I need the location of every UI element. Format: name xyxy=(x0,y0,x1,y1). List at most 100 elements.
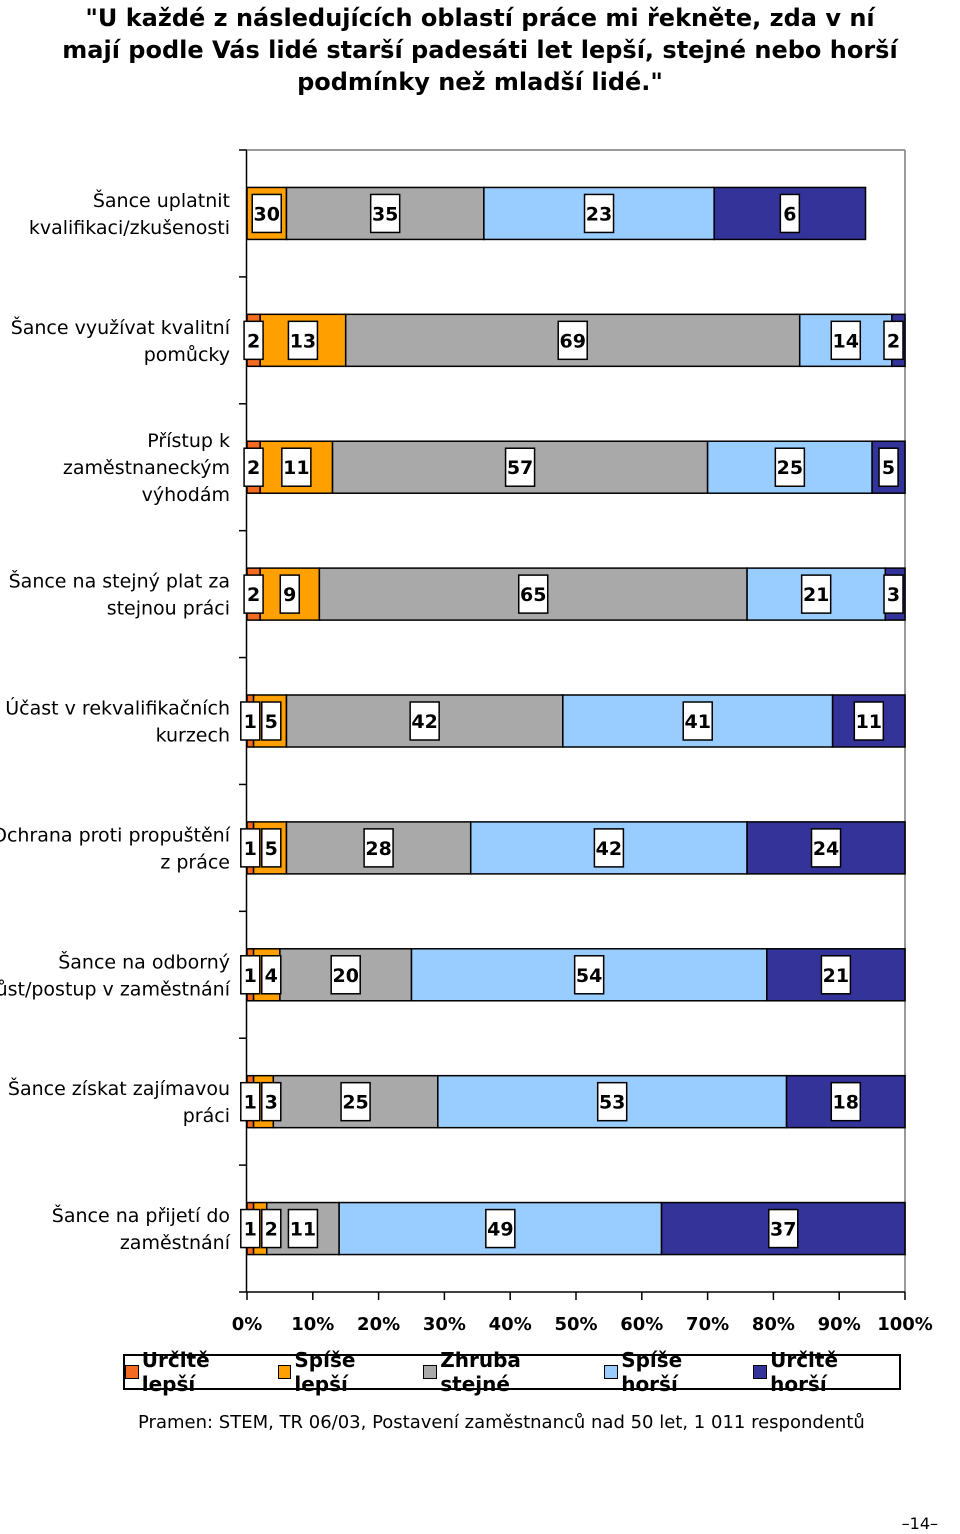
data-label-box xyxy=(330,955,361,995)
data-label-box xyxy=(779,193,801,234)
data-label-box xyxy=(883,320,904,361)
data-label-box xyxy=(409,701,440,741)
data-label-box xyxy=(485,1208,516,1249)
category-label: Účast v rekvalifikačních kurzech xyxy=(5,696,230,747)
data-label-box xyxy=(768,1208,799,1249)
data-label-box xyxy=(682,701,713,741)
data-label: 3 xyxy=(887,584,900,606)
legend-label: Zhruba stejné xyxy=(440,1348,521,1396)
data-label: 57 xyxy=(507,457,533,479)
x-tick-label: 50% xyxy=(554,1314,597,1335)
data-label-box xyxy=(369,193,401,234)
data-label: 1 xyxy=(244,1092,257,1114)
data-label: 30 xyxy=(254,203,280,225)
x-tick-label: 100% xyxy=(877,1314,933,1335)
data-label: 4 xyxy=(265,965,278,987)
data-label-box xyxy=(261,1208,282,1249)
data-label-box xyxy=(810,828,842,868)
data-label-box xyxy=(261,955,282,995)
data-label-box xyxy=(240,955,261,995)
data-label-box xyxy=(878,447,899,487)
data-label: 2 xyxy=(247,457,260,479)
category-label: Přístup k zaměstnaneckým výhodám xyxy=(63,430,230,506)
category-label: Šance využívat kvalitní pomůcky xyxy=(11,315,231,366)
data-label-box xyxy=(240,1081,261,1122)
x-tick-label: 70% xyxy=(686,1314,729,1335)
x-tick-label: 10% xyxy=(291,1314,334,1335)
data-label: 53 xyxy=(599,1092,625,1114)
data-label-box xyxy=(251,193,282,234)
data-label-box xyxy=(883,574,904,614)
legend-item: Určitě lepší xyxy=(125,1348,268,1396)
legend-label: Spíše lepší xyxy=(294,1348,356,1396)
data-label: 11 xyxy=(283,457,309,479)
data-label: 1 xyxy=(244,711,257,733)
data-label: 11 xyxy=(856,711,882,733)
x-tick-label: 20% xyxy=(357,1314,400,1335)
data-label-box xyxy=(596,1081,628,1122)
data-label: 24 xyxy=(813,838,839,860)
data-label-box xyxy=(243,320,264,361)
data-label: 65 xyxy=(520,584,546,606)
legend-item: Určitě horší xyxy=(753,1348,899,1396)
data-label-box xyxy=(830,320,862,361)
data-label: 1 xyxy=(244,965,257,987)
data-label-box xyxy=(243,574,264,614)
x-tick-label: 90% xyxy=(818,1314,861,1335)
category-label: Ochrana proti propuštění z práce xyxy=(0,824,231,873)
data-label: 6 xyxy=(783,203,796,225)
data-label: 14 xyxy=(833,330,859,352)
legend-item: Spíše lepší xyxy=(277,1348,414,1396)
legend-label: Určitě horší xyxy=(770,1348,839,1396)
category-label: Šance na přijetí do zaměstnání xyxy=(52,1203,231,1254)
data-label-box xyxy=(573,955,605,995)
data-label-box xyxy=(340,1081,371,1122)
data-label-box xyxy=(504,447,536,487)
legend-label: Určitě lepší xyxy=(141,1348,210,1396)
category-label: Šance získat zajímavou práci xyxy=(8,1076,230,1127)
data-label-box xyxy=(279,574,301,614)
x-tick-label: 60% xyxy=(620,1314,663,1335)
data-label-box xyxy=(240,701,261,741)
data-label-box xyxy=(557,320,588,361)
page-number-value: 14 xyxy=(909,1514,930,1533)
data-label: 21 xyxy=(823,965,849,987)
data-label: 9 xyxy=(283,584,296,606)
data-label-box xyxy=(830,1081,862,1122)
data-label-box xyxy=(243,447,264,487)
data-label: 18 xyxy=(833,1092,859,1114)
data-label: 2 xyxy=(887,330,900,352)
data-label: 42 xyxy=(411,711,437,733)
x-tick-label: 0% xyxy=(232,1314,263,1335)
stacked-bar-chart: 0% 10% 20% 30% 40% 50% 60% 70% 80% 90% 100% Šance u… xyxy=(0,149,933,1335)
data-label-box xyxy=(261,1081,282,1122)
page-number: –14– xyxy=(901,1514,938,1533)
data-label: 21 xyxy=(803,584,829,606)
x-tick-label: 30% xyxy=(423,1314,466,1335)
legend-swatch xyxy=(423,1365,438,1379)
data-label: 2 xyxy=(265,1219,278,1241)
data-label: 11 xyxy=(290,1219,316,1241)
legend-swatch xyxy=(277,1365,292,1379)
data-label: 2 xyxy=(247,584,260,606)
data-label-box xyxy=(583,193,615,234)
legend-label: Spíše horší xyxy=(621,1348,683,1396)
legend-swatch xyxy=(125,1365,139,1379)
x-tick-label: 40% xyxy=(489,1314,532,1335)
data-label: 37 xyxy=(770,1219,796,1241)
data-label: 25 xyxy=(342,1092,368,1114)
data-label: 42 xyxy=(596,838,622,860)
data-label: 5 xyxy=(882,457,895,479)
data-label-box xyxy=(593,828,625,868)
data-label: 49 xyxy=(487,1219,513,1241)
category-label: Šance na stejný plat za stejnou práci xyxy=(9,569,230,620)
chart-title: "U každé z následujících oblastí práce m… xyxy=(62,4,898,96)
data-label: 5 xyxy=(265,711,278,733)
legend-swatch xyxy=(604,1365,619,1379)
x-tick-label: 80% xyxy=(752,1314,795,1335)
data-label-box xyxy=(261,701,282,741)
data-label-box xyxy=(820,955,852,995)
data-label-box xyxy=(240,1208,261,1249)
chart-legend: Určitě lepší Spíše lepší Zhruba stejné Spíš… xyxy=(123,1348,901,1396)
data-label: 13 xyxy=(290,330,316,352)
